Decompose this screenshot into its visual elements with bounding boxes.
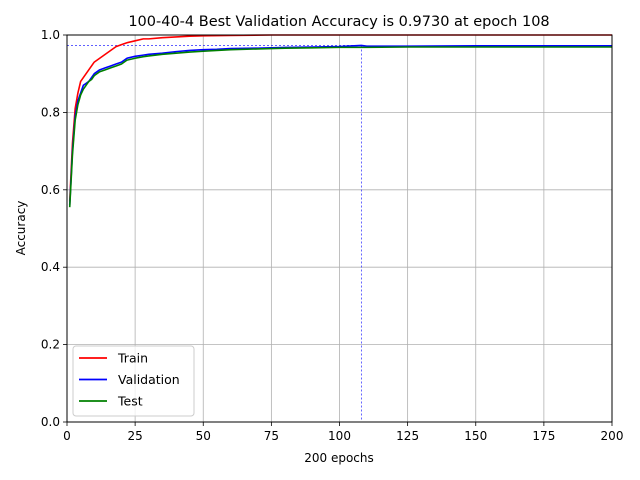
y-tick-label: 0.4 [41,260,60,274]
best-epoch-markers [67,45,362,422]
x-tick-label: 125 [396,429,419,443]
legend: Train Validation Test [72,345,195,417]
y-tick-label: 0.2 [41,338,60,352]
legend-label-validation: Validation [118,372,180,387]
x-tick-label: 25 [127,429,142,443]
x-tick-label: 75 [264,429,279,443]
legend-box [72,345,195,417]
axis-ticks: 0 25 50 75 100 125 150 175 200 0.0 0.2 0.4 0.6 0.8 1.0 [41,28,624,443]
legend-label-test: Test [117,394,143,409]
x-tick-label: 175 [532,429,555,443]
x-tick-label: 0 [63,429,71,443]
y-tick-label: 1.0 [41,28,60,42]
y-axis-label: Accuracy [14,201,28,256]
chart-title: 100-40-4 Best Validation Accuracy is 0.9… [128,14,549,30]
x-tick-label: 200 [601,429,624,443]
y-tick-label: 0.0 [41,415,60,429]
y-tick-label: 0.8 [41,105,60,119]
series-line-test [68,46,612,208]
x-tick-label: 50 [196,429,211,443]
x-tick-label: 150 [464,429,487,443]
series-line-validation [68,44,612,206]
x-tick-label: 100 [328,429,351,443]
y-tick-label: 0.6 [41,183,60,197]
legend-label-train: Train [117,351,148,366]
x-axis-label: 200 epochs [304,451,374,465]
